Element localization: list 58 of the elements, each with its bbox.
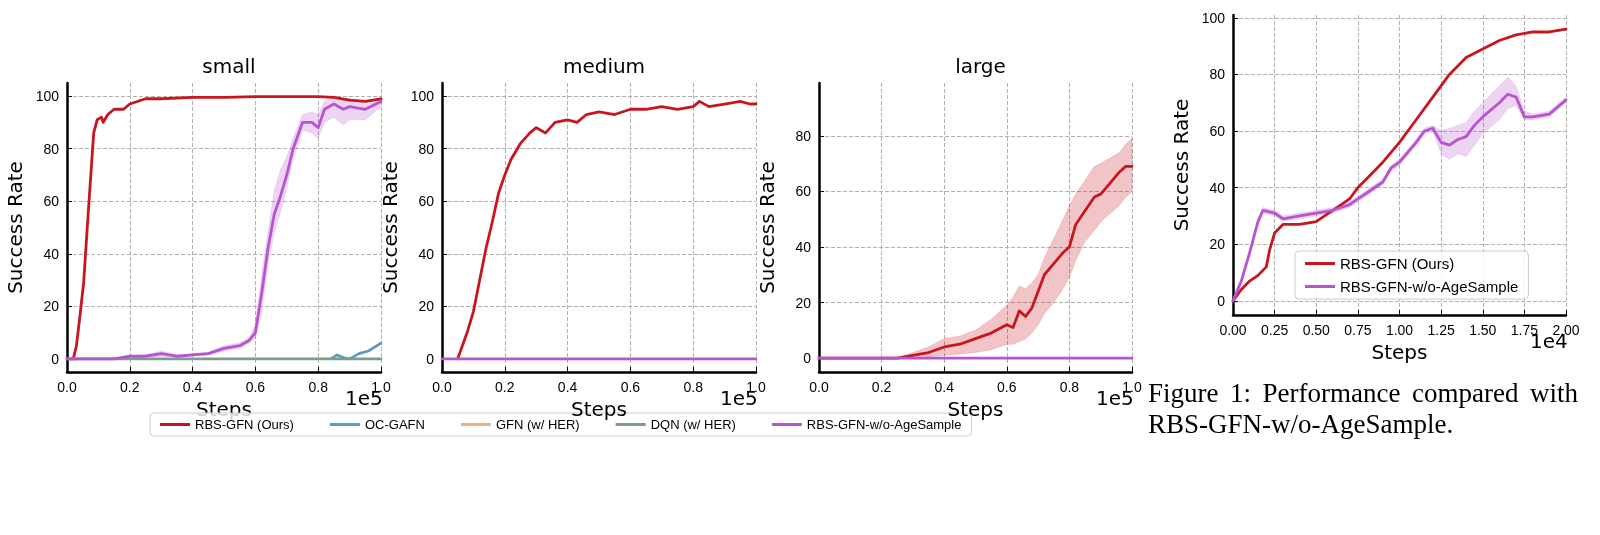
y-tick-label: 20 bbox=[418, 298, 435, 315]
x-tick-label: 1.00 bbox=[1385, 322, 1414, 338]
y-axis-title: Success Rate bbox=[377, 161, 402, 294]
x-tick-label: 0.2 bbox=[495, 379, 515, 395]
chart-title: large bbox=[955, 54, 1006, 78]
legend-label: DQN (w/ HER) bbox=[650, 417, 736, 432]
y-tick-label: 40 bbox=[795, 238, 812, 255]
y-tick-label: 20 bbox=[795, 294, 812, 311]
legend-label: OC-GAFN bbox=[364, 417, 425, 432]
x-tick-label: 1.25 bbox=[1427, 322, 1455, 338]
x-tick-label: 0.8 bbox=[1059, 379, 1080, 395]
chart-title: small bbox=[202, 54, 256, 78]
y-tick-label: 40 bbox=[418, 245, 435, 262]
x-tick-label: 0.75 bbox=[1344, 322, 1372, 338]
x-tick-label: 0.0 bbox=[432, 379, 452, 395]
y-tick-label: 0 bbox=[426, 350, 435, 367]
legend-label: RBS-GFN-w/o-AgeSample bbox=[1340, 278, 1519, 295]
y-tick-label: 20 bbox=[1209, 236, 1226, 253]
x-axis-title: Steps bbox=[1371, 339, 1428, 364]
x-tick-label: 0.2 bbox=[871, 379, 892, 395]
x-tick-label: 0.0 bbox=[57, 379, 77, 395]
legend-label: RBS-GFN (Ours) bbox=[1340, 255, 1455, 272]
y-tick-label: 100 bbox=[1201, 9, 1226, 26]
y-tick-label: 0 bbox=[1217, 292, 1226, 309]
y-tick-label: 80 bbox=[795, 127, 812, 144]
x-tick-label: 0.25 bbox=[1261, 322, 1289, 338]
x-tick-label: 0.2 bbox=[120, 379, 140, 395]
y-tick-label: 40 bbox=[1209, 179, 1226, 196]
chart-title: medium bbox=[562, 54, 646, 78]
y-axis-title: Success Rate bbox=[1168, 98, 1193, 232]
x-tick-label: 0.0 bbox=[809, 379, 829, 395]
y-tick-label: 100 bbox=[410, 88, 435, 105]
x-tick-label: 1.50 bbox=[1469, 322, 1497, 338]
x-tick-label: 0.4 bbox=[557, 379, 578, 395]
y-tick-label: 60 bbox=[795, 183, 812, 200]
y-tick-label: 20 bbox=[43, 298, 60, 315]
y-tick-label: 40 bbox=[43, 245, 60, 262]
y-tick-label: 80 bbox=[418, 140, 435, 157]
x-tick-label: 0.00 bbox=[1219, 322, 1247, 338]
y-tick-label: 0 bbox=[803, 350, 812, 367]
x-tick-label: 0.6 bbox=[245, 379, 266, 395]
x-tick-label: 0.6 bbox=[620, 379, 641, 395]
x-tick-label: 0.6 bbox=[997, 379, 1017, 395]
y-tick-label: 80 bbox=[1209, 66, 1226, 83]
x-tick-label: 0.8 bbox=[308, 379, 329, 395]
y-tick-label: 0 bbox=[51, 350, 60, 367]
x-tick-label: 0.4 bbox=[182, 379, 203, 395]
caption: Figure 1: Performance compared with RBS-GFN-w/o-AgeSample. bbox=[1148, 378, 1578, 440]
x-tick-label: 0.8 bbox=[683, 379, 704, 395]
x-tick-label: 0.4 bbox=[934, 379, 955, 395]
y-tick-label: 100 bbox=[35, 88, 60, 105]
y-tick-label: 60 bbox=[43, 193, 60, 210]
y-axis-title: Success Rate bbox=[755, 161, 779, 294]
y-tick-label: 60 bbox=[1209, 123, 1226, 140]
y-tick-label: 80 bbox=[43, 140, 60, 157]
y-tick-label: 60 bbox=[418, 193, 435, 210]
y-axis-title: Success Rate bbox=[3, 161, 27, 294]
x-tick-label: 0.50 bbox=[1302, 322, 1331, 338]
